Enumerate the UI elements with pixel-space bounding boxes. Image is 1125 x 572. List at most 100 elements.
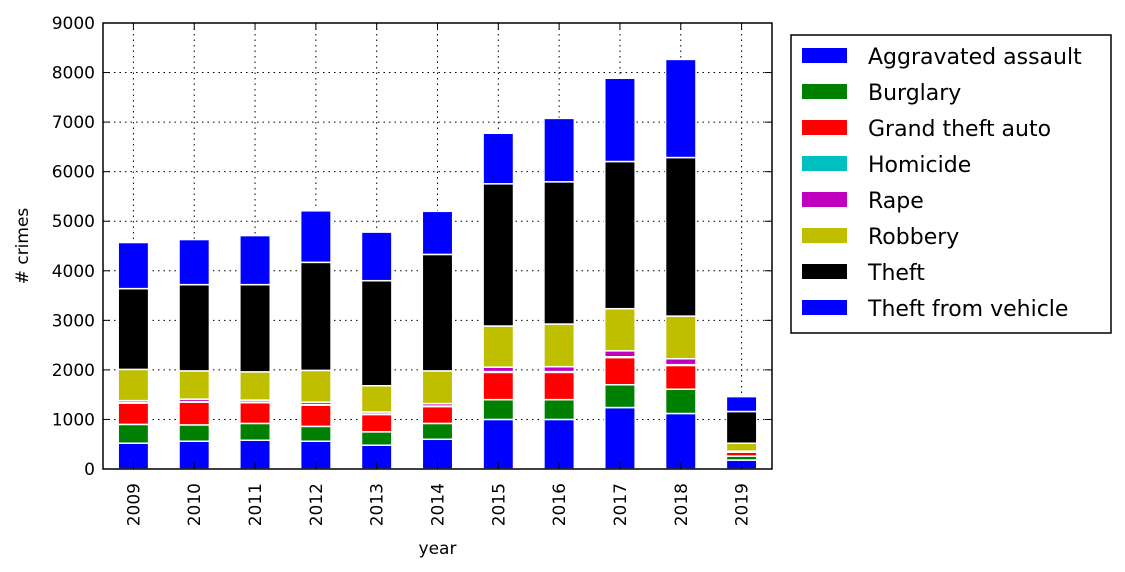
bar-segment — [482, 418, 515, 470]
legend-label: Burglary — [868, 81, 961, 106]
bar-segment — [604, 307, 636, 352]
y-tick-label: 4000 — [52, 262, 95, 282]
legend-swatch — [802, 264, 847, 279]
x-tick-label: 2017 — [611, 483, 631, 526]
x-tick-label: 2011 — [246, 483, 266, 526]
bar-segment — [299, 261, 332, 372]
y-axis-title: # crimes — [13, 208, 33, 285]
bar-segment — [421, 422, 454, 441]
bar-segment — [604, 77, 636, 163]
legend-label: Grand theft auto — [868, 117, 1051, 142]
bar-segment — [482, 371, 515, 401]
legend-swatch — [802, 48, 847, 63]
bar-segment — [117, 287, 150, 371]
y-tick-label: 9000 — [52, 14, 95, 34]
y-tick-label: 3000 — [52, 311, 95, 331]
bar-segment — [117, 241, 150, 290]
x-tick-label: 2018 — [672, 483, 692, 526]
bar-segment — [664, 315, 697, 360]
bar-segment — [239, 283, 272, 373]
legend-swatch — [802, 300, 847, 315]
legend-label: Robbery — [868, 225, 959, 250]
y-tick-label: 6000 — [52, 163, 95, 183]
bar-segment — [482, 325, 515, 368]
y-axis-ticks: 0 1000 2000 3000 4000 5000 6000 7000 8000 9000 — [52, 14, 772, 480]
bar-segment — [664, 412, 697, 470]
x-tick-label: 2013 — [368, 483, 388, 526]
bar-segment — [604, 356, 636, 386]
y-tick-label: 7000 — [52, 113, 95, 133]
bar-segment — [299, 404, 332, 428]
bar-segment — [360, 231, 393, 282]
bar-segment — [178, 401, 211, 426]
bar-segment — [482, 398, 515, 421]
bar-segment — [360, 279, 393, 387]
legend-label: Theft from vehicle — [867, 297, 1068, 322]
x-tick-label: 2014 — [429, 483, 449, 526]
x-tick-label: 2012 — [307, 483, 327, 526]
legend-frame — [790, 34, 1112, 334]
legend-label: Theft — [867, 261, 925, 286]
bar-segment — [543, 371, 576, 401]
y-tick-label: 8000 — [52, 64, 95, 84]
bar-segment — [543, 117, 576, 183]
y-tick-label: 1000 — [52, 410, 95, 430]
bar-segment — [178, 283, 211, 372]
legend-swatch — [802, 228, 847, 243]
bar-segment — [117, 368, 150, 402]
legend: Aggravated assault Burglary Grand theft au… — [790, 34, 1112, 334]
bar-segment — [664, 58, 697, 159]
legend-swatch — [802, 156, 847, 171]
legend-swatch — [802, 84, 847, 99]
bar-segment — [604, 350, 636, 358]
bar-segment — [178, 238, 211, 286]
bar-segment — [239, 422, 272, 442]
bar-segment — [117, 423, 150, 444]
y-tick-label: 2000 — [52, 361, 95, 381]
bar-segment — [543, 323, 576, 368]
bar-segment — [725, 442, 758, 452]
x-tick-label: 2019 — [733, 483, 753, 526]
bar-segment — [543, 181, 576, 325]
legend-label: Aggravated assault — [868, 45, 1082, 70]
bar-segment — [299, 210, 332, 264]
bar-segment — [725, 395, 758, 413]
legend-swatch — [802, 192, 847, 207]
bar-segment — [421, 370, 454, 405]
bar-segment — [360, 431, 393, 446]
legend-swatch — [802, 120, 847, 135]
bar-segment — [482, 183, 515, 327]
bars — [117, 58, 758, 470]
bar-segment — [543, 398, 576, 421]
bar-segment — [482, 132, 515, 185]
bar-segment — [299, 369, 332, 403]
bar-segment — [604, 406, 636, 470]
bar-segment — [117, 402, 150, 426]
bar-segment — [421, 253, 454, 372]
x-tick-label: 2015 — [489, 483, 509, 526]
x-axis-title: year — [419, 539, 457, 559]
y-tick-label: 0 — [84, 460, 95, 480]
x-tick-label: 2010 — [185, 483, 205, 526]
bar-segment — [239, 234, 272, 286]
bar-segment — [725, 410, 758, 444]
bar-segment — [360, 384, 393, 413]
x-tick-label: 2016 — [550, 483, 570, 526]
bar-segment — [239, 401, 272, 425]
bar-segment — [178, 370, 211, 400]
bar-segment — [239, 371, 272, 401]
bar-segment — [604, 384, 636, 409]
bar-segment — [664, 156, 697, 317]
bar-segment — [421, 405, 454, 425]
bar-segment — [360, 413, 393, 433]
x-axis-ticks: 2009 2010 2011 2012 2013 2014 2015 2016 2017 2018… — [124, 23, 753, 526]
x-tick-label: 2009 — [124, 483, 144, 526]
bar-segment — [664, 364, 697, 390]
y-tick-label: 5000 — [52, 212, 95, 232]
bar-segment — [299, 425, 332, 442]
grid-lines — [103, 23, 772, 469]
bar-segment — [543, 418, 576, 470]
legend-label: Rape — [868, 189, 924, 214]
bar-segment — [604, 160, 636, 310]
